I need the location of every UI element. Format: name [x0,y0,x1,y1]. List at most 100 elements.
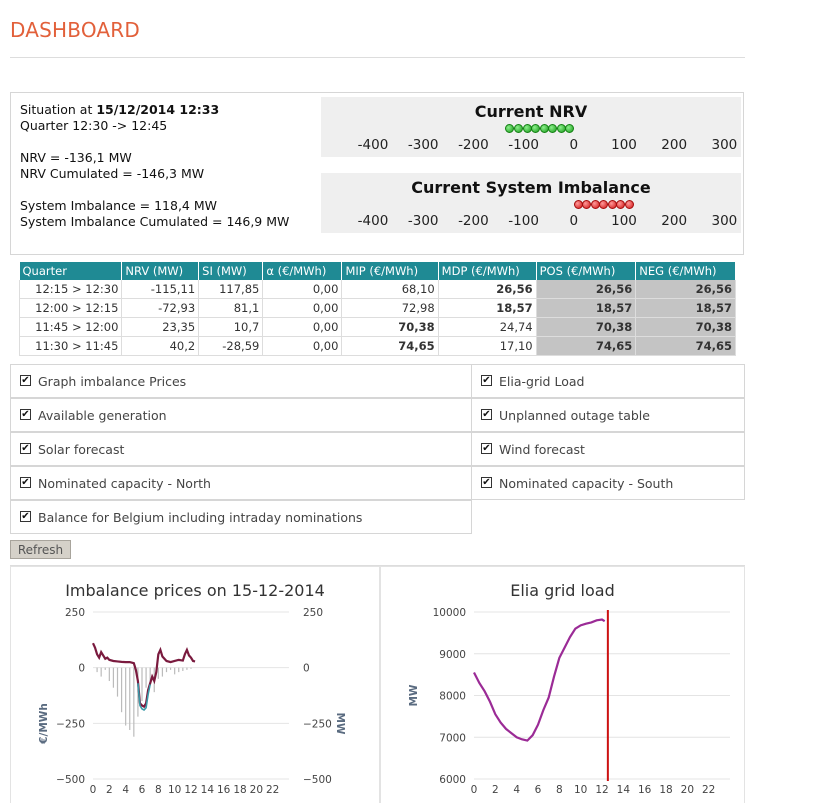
table-cell: 74,65 [635,336,736,356]
table-cell: 26,56 [438,280,537,299]
grid-load-chart-title: Elia grid load [510,581,615,600]
table-cell: 40,2 [121,336,200,356]
option-checkbox-row[interactable]: ✔ Nominated capacity - North [10,466,472,500]
gauge-tick-label: 0 [569,213,579,229]
checkbox[interactable]: ✔ [20,511,31,522]
column-header: SI (MW) [198,262,264,280]
nrv-gauge-title: Current NRV [474,102,588,121]
table-row: 12:15 > 12:30 -115,11 117,85 0,00 68,10 26,56… [18,280,736,299]
gauge-tick-label: -100 [508,137,539,153]
table-cell: 74,65 [536,336,637,356]
y2-axis-label: MW [334,712,346,734]
table-cell: 12:15 > 12:30 [18,280,123,299]
table-cell: 74,65 [341,336,439,356]
gauge-dot-icon [531,124,541,133]
x-tick-label: 12 [595,784,608,796]
option-checkbox-row[interactable]: ✔ Graph imbalance Prices [10,364,472,398]
table-cell: 18,57 [438,298,537,318]
x-tick-label: 16 [217,784,231,796]
x-tick-label: 18 [233,784,246,796]
option-checkbox-row[interactable]: ✔ Solar forecast [10,432,472,466]
gauge-tick-label: 200 [661,137,688,153]
quarter-line: Quarter 12:30 -> 12:45 [20,118,168,133]
situation-prefix: Situation at [20,102,97,117]
x-tick-label: 4 [122,784,129,796]
gauge-tick-label: -400 [357,137,389,153]
x-tick-label: 20 [681,784,694,796]
charts-divider [10,565,745,566]
x-tick-label: 10 [574,784,587,796]
x-tick-label: 14 [201,784,215,796]
x-tick-label: 2 [492,784,499,796]
option-checkbox-row[interactable]: ✔ Unplanned outage table [471,398,745,432]
x-tick-label: 20 [250,784,263,796]
option-checkbox-row[interactable]: ✔ Balance for Belgium including intraday … [10,500,472,534]
nrv-line: NRV = -136,1 MW [20,150,132,165]
checkbox-label: Nominated capacity - North [38,476,211,491]
checkbox[interactable]: ✔ [481,375,492,386]
column-header: POS (€/MWh) [536,262,637,280]
gauge-tick-label: 300 [711,213,738,229]
table-cell: 70,38 [635,317,736,337]
table-row: 11:45 > 12:00 23,35 10,7 0,00 70,38 24,74 70,3… [18,317,736,337]
checkbox[interactable]: ✔ [20,443,31,454]
si-gauge: Current System Imbalance -400 -300 -200 -10… [321,173,741,233]
checkbox[interactable]: ✔ [481,409,492,420]
column-header: MIP (€/MWh) [341,262,439,280]
x-tick-label: 0 [90,784,97,796]
gauge-tick-label: 100 [611,213,637,229]
table-row: 11:30 > 11:45 40,2 -28,59 0,00 74,65 17,10 74,… [18,336,736,356]
imbalance-chart-title: Imbalance prices on 15-12-2014 [65,581,325,600]
x-tick-label: 0 [471,784,478,796]
checkbox-label: Wind forecast [499,442,585,457]
table-cell: 17,10 [438,336,537,356]
table-cell: 0,00 [262,280,343,299]
gauge-dot-icon [548,124,558,133]
option-checkbox-row[interactable]: ✔ Nominated capacity - South [471,466,745,500]
situation-datetime: 15/12/2014 12:33 [96,102,220,117]
gauge-tick-label: 100 [611,137,637,153]
gauge-dot-icon [582,200,592,209]
gauge-tick-label: -200 [458,137,489,153]
checkbox[interactable]: ✔ [481,477,492,488]
series-line [92,642,196,709]
gauge-dot-icon [624,200,634,209]
table-cell: -72,93 [121,298,200,318]
option-checkbox-row[interactable]: ✔ Wind forecast [471,432,745,466]
checkbox[interactable]: ✔ [20,477,31,488]
x-tick-label: 12 [184,784,197,796]
quarter-table-header: Quarter NRV (MW) SI (MW) α (€/MWh) MIP (€/MW… [19,262,736,280]
elia-grid-load-chart: Elia grid load 10000 9000 8000 7000 6000 0 2 4 6… [380,566,745,803]
gauge-tick-label: 0 [569,137,579,153]
y-tick-label: 7000 [439,732,466,744]
table-cell: 11:30 > 11:45 [18,336,123,356]
table-cell: 18,57 [635,298,736,318]
x-tick-label: 6 [139,784,146,796]
option-checkbox-row[interactable]: ✔ Available generation [10,398,472,432]
checkbox[interactable]: ✔ [481,443,492,454]
x-tick-label: 4 [513,784,520,796]
table-cell: 70,38 [341,317,439,337]
gauge-tick-label: -300 [407,213,439,229]
x-tick-label: 22 [266,784,279,796]
gauge-dot-icon [616,200,626,209]
gauge-tick-label: -300 [407,137,439,153]
si-cumulated-line: System Imbalance Cumulated = 146,9 MW [20,214,290,229]
x-tick-label: 22 [702,784,715,796]
x-tick-label: 14 [617,784,631,796]
y-tick-label: 250 [65,607,85,619]
refresh-button[interactable]: Refresh [10,540,71,559]
table-cell: 0,00 [262,317,343,337]
column-header: MDP (€/MWh) [438,262,537,280]
checkbox[interactable]: ✔ [20,375,31,386]
x-tick-label: 2 [106,784,113,796]
checkbox-label: Elia-grid Load [499,374,585,389]
table-cell: 117,85 [198,280,264,299]
checkbox[interactable]: ✔ [20,409,31,420]
y-tick-label: 6000 [439,774,466,786]
column-header: Quarter [19,262,123,280]
option-checkbox-row[interactable]: ✔ Elia-grid Load [471,364,745,398]
situation-panel: Situation at 15/12/2014 12:33 Quarter 12… [10,92,744,255]
y-tick-label: −500 [56,774,85,786]
y-axis-label: €/MWh [38,703,50,745]
